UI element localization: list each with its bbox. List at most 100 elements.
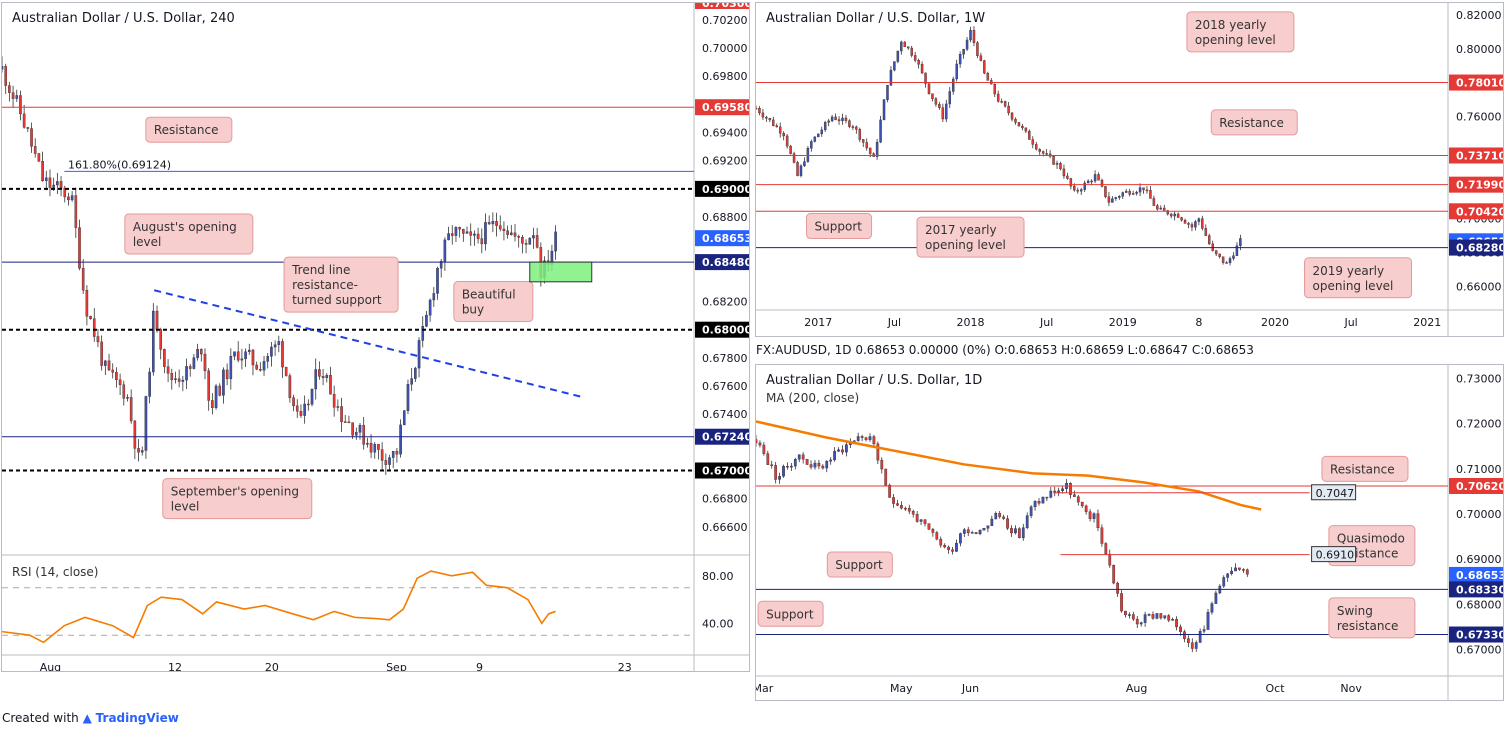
candle-body <box>473 233 476 236</box>
candle-body <box>41 161 44 182</box>
price-level-label: 0.68653 <box>1456 569 1504 582</box>
candle-body <box>1175 619 1178 628</box>
x-tick-label: Aug <box>1126 682 1147 695</box>
buy-zone <box>529 261 593 283</box>
candle-body <box>1069 483 1072 495</box>
price-level-label: 0.69000 <box>702 183 750 196</box>
candle-body <box>955 542 958 552</box>
candle-body <box>1214 250 1218 255</box>
level-callout-box <box>1311 484 1357 501</box>
footer-brand[interactable]: TradingView <box>95 711 179 725</box>
candle-body <box>491 221 495 225</box>
candle-body <box>947 546 950 551</box>
annotation-box <box>283 256 399 313</box>
candle-body <box>1190 224 1194 228</box>
annotation-text: Quasimodo <box>1337 532 1405 546</box>
annotation-text: Swing <box>1337 604 1373 618</box>
daily-chart-svg[interactable]: 0.73000 0.72000 0.71000 0.70000 0.69000 0.680… <box>756 365 1504 701</box>
candle-body <box>1228 258 1232 264</box>
candle-body <box>1222 577 1226 587</box>
candle-body <box>369 442 373 453</box>
candle-body <box>214 385 218 408</box>
y-tick-label: 0.68800 <box>702 211 748 224</box>
candle-body <box>1131 193 1135 195</box>
y-tick-label: 0.67400 <box>702 408 748 421</box>
candle-body <box>825 460 829 469</box>
candle-body <box>907 507 911 512</box>
candle-body <box>799 165 803 176</box>
candle-body <box>1072 494 1076 497</box>
x-tick-label: 9 <box>476 661 483 672</box>
candle-body <box>1108 553 1112 566</box>
candle-body <box>399 424 402 455</box>
price-level-box <box>1449 74 1503 91</box>
candle-body <box>67 196 70 201</box>
candle-body <box>480 238 484 245</box>
candle-body <box>521 237 524 244</box>
y-tick-label: 0.68000 <box>1456 598 1502 611</box>
candle-body <box>1104 186 1107 197</box>
fib-extension-label: 161.80%(0.69124) <box>68 158 171 171</box>
candle-body <box>11 92 15 99</box>
candle-body <box>78 227 81 269</box>
candle-body <box>782 132 785 137</box>
weekly-chart-panel[interactable]: 0.820000.800000.760000.720000.700000.680… <box>755 2 1504 337</box>
y-tick-label: 0.69000 <box>1456 553 1502 566</box>
candle-body <box>900 505 903 509</box>
candle-body <box>4 66 7 86</box>
candle-body <box>888 484 892 498</box>
candle-body <box>104 360 107 366</box>
candle-body <box>876 443 880 461</box>
weekly-chart-svg[interactable]: 0.820000.800000.760000.720000.700000.680… <box>756 3 1504 337</box>
candle-body <box>1076 189 1080 192</box>
candle-body <box>786 465 789 468</box>
candle-body <box>797 454 801 460</box>
candle-body <box>1000 101 1003 103</box>
annotation-text: opening level <box>1195 33 1276 47</box>
candle-body <box>1093 174 1097 182</box>
candle-body <box>939 538 943 546</box>
y-tick-label: 0.69800 <box>702 70 748 83</box>
annotation-box <box>757 600 824 627</box>
candle-body <box>421 326 425 341</box>
candle-body <box>351 422 354 436</box>
y-tick-label: 0.66000 <box>1456 280 1502 293</box>
candle-body <box>761 112 765 118</box>
candle-body <box>1190 642 1194 649</box>
candle-body <box>770 464 774 466</box>
annotation-box <box>162 478 313 520</box>
candle-body <box>159 329 163 350</box>
candle-body <box>469 231 473 236</box>
candle-body <box>1025 515 1029 528</box>
candle-body <box>903 41 907 47</box>
annotation-text: resistance- <box>292 278 358 292</box>
candle-body <box>886 85 889 100</box>
candle-body <box>236 351 240 361</box>
candle-body <box>1167 615 1171 621</box>
candle-body <box>817 133 820 138</box>
candle-body <box>1076 496 1080 503</box>
candle-body <box>943 545 947 548</box>
price-level-box <box>1449 176 1503 193</box>
candle-body <box>958 54 962 65</box>
price-level-label: 0.68653 <box>702 232 750 245</box>
candle-body <box>281 341 284 368</box>
y-tick-label: 0.67600 <box>702 380 748 393</box>
candle-body <box>1187 223 1190 225</box>
h4-chart-svg[interactable]: 0.70200 0.70000 0.69800 0.69400 0.69200 0.688… <box>2 3 750 672</box>
daily-chart-panel[interactable]: 0.73000 0.72000 0.71000 0.70000 0.69000 0.680… <box>755 364 1504 701</box>
h4-chart-title: Australian Dollar / U.S. Dollar, 240 <box>12 11 235 26</box>
candle-body <box>982 527 986 531</box>
candle-body <box>951 78 955 92</box>
candle-body <box>919 519 923 522</box>
candle-body <box>821 465 825 469</box>
x-tick-label: 2021 <box>1413 316 1441 329</box>
candle-body <box>806 148 810 162</box>
annotation-text: Support <box>815 220 863 234</box>
candle-body <box>443 239 447 262</box>
annotation-text: Resistance <box>154 123 219 137</box>
footer[interactable]: Created with ▲ TradingView <box>2 711 179 725</box>
candle-body <box>1021 125 1024 129</box>
h4-chart-panel[interactable]: 0.70200 0.70000 0.69800 0.69400 0.69200 0.688… <box>1 2 750 672</box>
y-tick-label: 0.69400 <box>702 127 748 140</box>
